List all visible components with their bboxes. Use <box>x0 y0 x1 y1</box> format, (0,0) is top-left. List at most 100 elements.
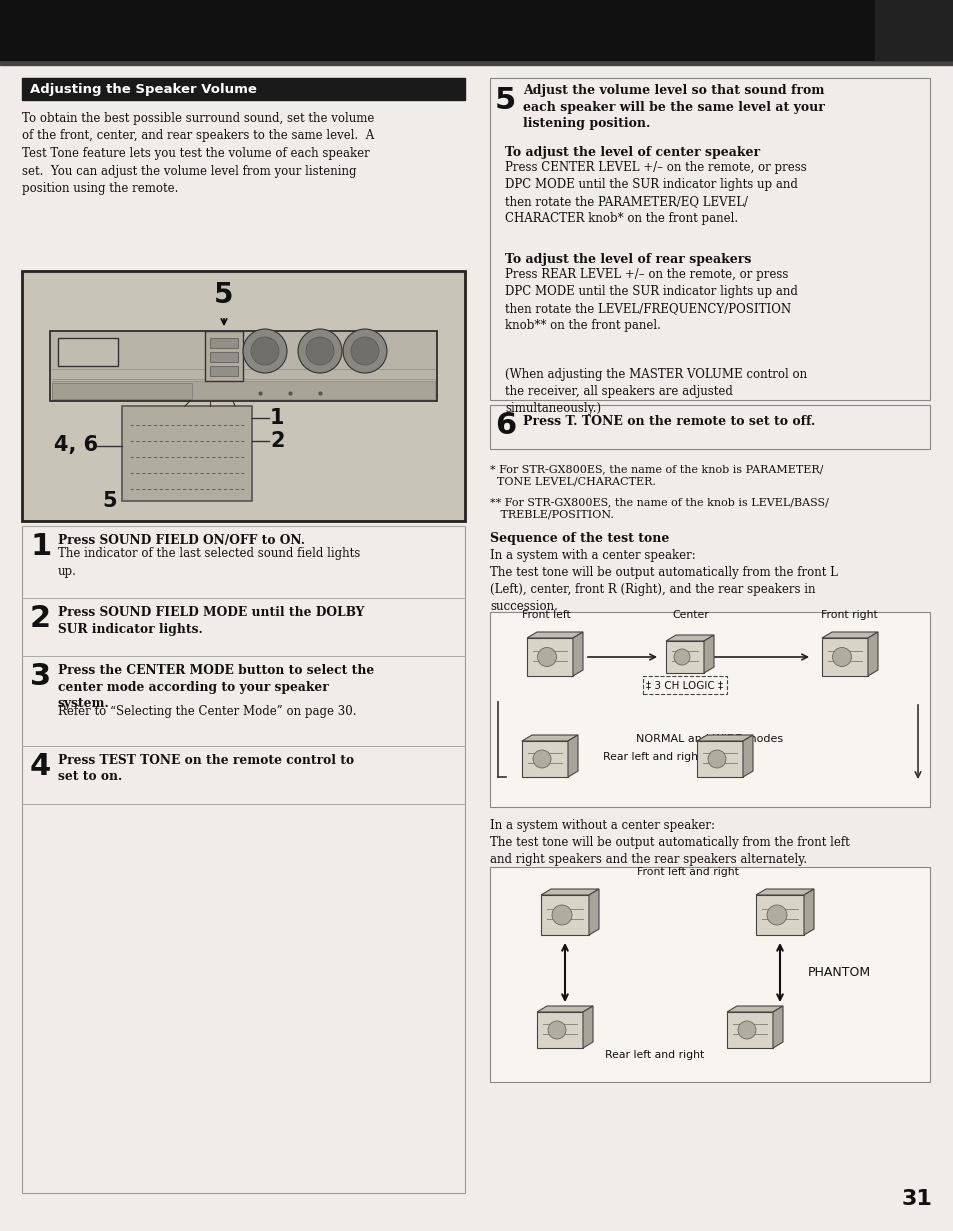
Bar <box>521 741 567 777</box>
Text: Press T. TONE on the remote to set to off.: Press T. TONE on the remote to set to of… <box>522 415 815 428</box>
Text: Adjust the volume level so that sound from
each speaker will be the same level a: Adjust the volume level so that sound fr… <box>522 84 824 130</box>
Text: Front left: Front left <box>521 611 570 620</box>
Polygon shape <box>540 889 598 895</box>
Text: Press SOUND FIELD ON/OFF to ON.: Press SOUND FIELD ON/OFF to ON. <box>58 534 305 547</box>
Polygon shape <box>588 889 598 936</box>
Text: 2: 2 <box>202 419 217 439</box>
Bar <box>22 271 464 521</box>
Text: (When adjusting the MASTER VOLUME control on
the receiver, all speakers are adju: (When adjusting the MASTER VOLUME contro… <box>504 368 806 415</box>
Bar <box>122 406 252 501</box>
Text: Press REAR LEVEL +/– on the remote, or press
DPC MODE until the SUR indicator li: Press REAR LEVEL +/– on the remote, or p… <box>504 268 797 332</box>
Bar <box>50 331 436 401</box>
Bar <box>22 526 464 1193</box>
Text: Press the CENTER MODE button to select the
center mode according to your speaker: Press the CENTER MODE button to select t… <box>58 664 374 710</box>
Bar <box>874 0 953 60</box>
Text: 3: 3 <box>177 419 193 439</box>
Circle shape <box>243 329 287 373</box>
Polygon shape <box>567 735 578 777</box>
Polygon shape <box>703 635 713 673</box>
Circle shape <box>537 648 556 666</box>
Bar <box>210 352 237 362</box>
Text: 3: 3 <box>30 662 51 691</box>
Text: NORMAL and WIDE modes: NORMAL and WIDE modes <box>636 735 782 745</box>
Text: Press SOUND FIELD MODE until the DOLBY
SUR indicator lights.: Press SOUND FIELD MODE until the DOLBY S… <box>58 606 364 635</box>
Bar <box>526 638 573 676</box>
Bar <box>0 60 953 65</box>
Text: Front left and right: Front left and right <box>636 867 738 876</box>
Bar <box>52 383 192 399</box>
Text: To obtain the best possible surround sound, set the volume
of the front, center,: To obtain the best possible surround sou… <box>22 112 374 194</box>
Text: The indicator of the last selected sound field lights
up.: The indicator of the last selected sound… <box>58 548 360 577</box>
Bar <box>210 366 237 375</box>
Bar <box>0 0 953 60</box>
Text: In a system with a center speaker:
The test tone will be output automatically fr: In a system with a center speaker: The t… <box>490 549 837 613</box>
Text: 4: 4 <box>30 752 51 780</box>
Bar <box>697 741 742 777</box>
Circle shape <box>351 337 378 366</box>
Bar <box>726 1012 772 1048</box>
Polygon shape <box>726 1006 782 1012</box>
Text: ‡ 3 CH LOGIC ‡: ‡ 3 CH LOGIC ‡ <box>646 680 722 691</box>
Bar <box>490 612 929 808</box>
Bar <box>490 405 929 449</box>
Text: Press CENTER LEVEL +/– on the remote, or press
DPC MODE until the SUR indicator : Press CENTER LEVEL +/– on the remote, or… <box>504 161 806 225</box>
Bar <box>22 78 464 100</box>
Circle shape <box>832 648 851 666</box>
Polygon shape <box>573 632 582 676</box>
Text: Front right: Front right <box>820 611 877 620</box>
Text: → ON: → ON <box>78 352 98 361</box>
Circle shape <box>766 905 786 924</box>
Text: Press TEST TONE on the remote control to
set to on.: Press TEST TONE on the remote control to… <box>58 755 354 783</box>
Polygon shape <box>821 632 877 638</box>
Bar <box>665 641 703 673</box>
Bar <box>821 638 867 676</box>
Text: POWER: POWER <box>72 341 104 351</box>
Text: To adjust the level of rear speakers: To adjust the level of rear speakers <box>504 254 751 266</box>
Text: ** For STR-GX800ES, the name of the knob is LEVEL/BASS/
   TREBLE/POSITION.: ** For STR-GX800ES, the name of the knob… <box>490 497 828 519</box>
Polygon shape <box>697 735 752 741</box>
Circle shape <box>297 329 341 373</box>
Bar <box>642 676 726 694</box>
Text: 31: 31 <box>901 1189 931 1209</box>
Circle shape <box>673 649 689 665</box>
Text: 5: 5 <box>102 491 117 511</box>
Bar <box>755 895 803 936</box>
Polygon shape <box>537 1006 593 1012</box>
Text: 1: 1 <box>227 419 242 439</box>
Bar <box>52 382 435 399</box>
Text: 4, 6: 4, 6 <box>54 436 98 455</box>
Circle shape <box>707 750 725 768</box>
Circle shape <box>343 329 387 373</box>
Polygon shape <box>526 632 582 638</box>
Bar <box>490 867 929 1082</box>
Text: 1: 1 <box>270 407 284 428</box>
Bar <box>205 331 243 382</box>
Bar <box>490 78 929 400</box>
Text: Sequence of the test tone: Sequence of the test tone <box>490 532 669 545</box>
Bar <box>540 895 588 936</box>
Text: Center: Center <box>672 611 709 620</box>
Polygon shape <box>521 735 578 741</box>
Text: 2: 2 <box>30 604 51 633</box>
Text: Refer to “Selecting the Center Mode” on page 30.: Refer to “Selecting the Center Mode” on … <box>58 704 356 718</box>
Text: To adjust the level of center speaker: To adjust the level of center speaker <box>504 146 760 159</box>
Polygon shape <box>742 735 752 777</box>
Circle shape <box>552 905 572 924</box>
Bar <box>58 339 118 366</box>
Circle shape <box>738 1020 755 1039</box>
Circle shape <box>533 750 551 768</box>
Polygon shape <box>772 1006 782 1048</box>
Polygon shape <box>582 1006 593 1048</box>
Text: 6: 6 <box>495 411 516 439</box>
Text: Adjusting the Speaker Volume: Adjusting the Speaker Volume <box>30 82 256 96</box>
Circle shape <box>251 337 278 366</box>
Text: 5: 5 <box>495 86 516 114</box>
Circle shape <box>547 1020 565 1039</box>
Circle shape <box>306 337 334 366</box>
Text: Rear left and right: Rear left and right <box>605 1050 704 1060</box>
Bar <box>537 1012 582 1048</box>
Text: * For STR-GX800ES, the name of the knob is PARAMETER/
  TONE LEVEL/CHARACTER.: * For STR-GX800ES, the name of the knob … <box>490 464 822 486</box>
Text: 2: 2 <box>270 431 284 451</box>
Polygon shape <box>665 635 713 641</box>
Text: PHANTOM: PHANTOM <box>807 966 870 979</box>
